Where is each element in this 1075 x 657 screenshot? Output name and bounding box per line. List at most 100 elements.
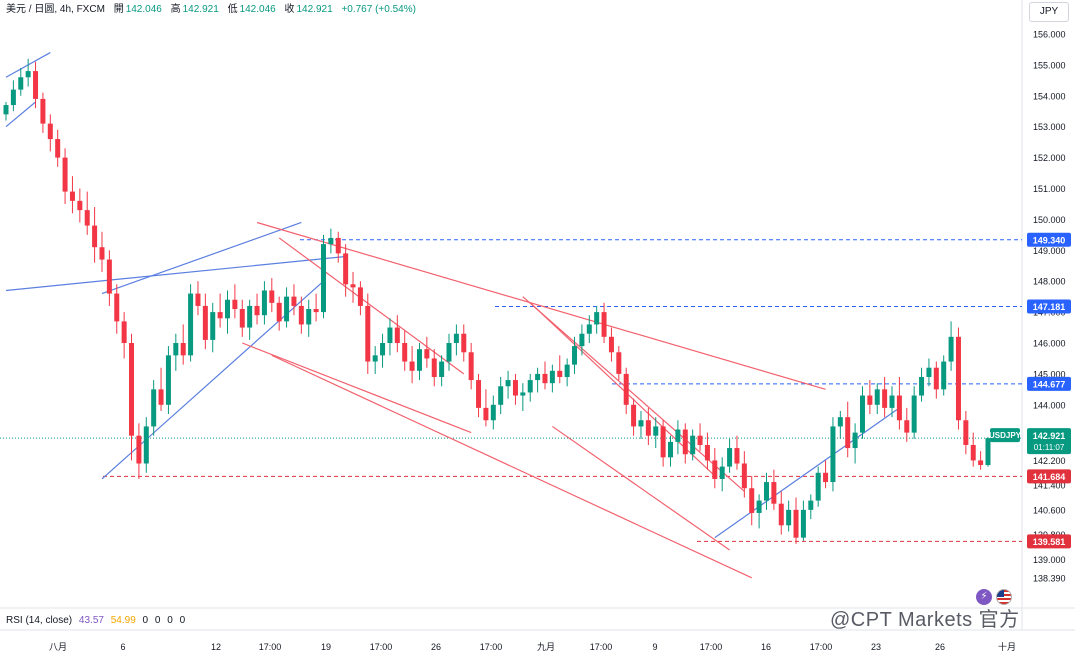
candle-body[interactable] [498,386,504,405]
candle-body[interactable] [933,367,939,390]
candle-body[interactable] [129,343,135,436]
candle-body[interactable] [579,333,585,347]
candle-body[interactable] [859,395,865,433]
candle-body[interactable] [158,389,164,405]
candle-body[interactable] [210,312,216,340]
candle-body[interactable] [416,349,422,371]
candle-body[interactable] [712,460,718,479]
candle-body[interactable] [357,287,363,306]
candle-body[interactable] [719,466,725,479]
candle-body[interactable] [926,367,932,377]
candle-body[interactable] [106,259,112,294]
candle-body[interactable] [114,293,120,322]
candle-body[interactable] [180,343,186,356]
candle-body[interactable] [188,293,194,356]
candle-body[interactable] [889,395,895,408]
candle-body[interactable] [25,71,31,78]
trendline[interactable] [552,425,730,551]
candle-body[interactable] [151,389,157,427]
candle-body[interactable] [586,324,592,334]
candle-body[interactable] [778,503,784,526]
candle-body[interactable] [490,404,496,421]
candle-body[interactable] [476,380,482,408]
lightning-icon[interactable]: ⚡ [976,589,992,605]
candle-body[interactable] [660,426,666,458]
candle-body[interactable] [261,290,267,316]
candle-body[interactable] [608,336,614,353]
candle-body[interactable] [402,343,408,362]
candle-body[interactable] [572,346,578,365]
candle-body[interactable] [756,500,762,513]
candle-body[interactable] [99,247,105,260]
candle-body[interactable] [276,302,282,322]
candle-body[interactable] [55,139,61,158]
candle-body[interactable] [535,373,541,381]
candle-body[interactable] [896,395,902,421]
candle-body[interactable] [874,389,880,405]
candle-body[interactable] [77,200,83,211]
candle-body[interactable] [84,210,90,226]
candle-body[interactable] [409,361,415,371]
candle-body[interactable] [483,407,489,421]
trendline[interactable] [714,407,900,539]
price-tag[interactable] [1027,376,1071,391]
candle-body[interactable] [320,244,326,313]
candle-body[interactable] [527,380,533,393]
candle-body[interactable] [690,435,696,455]
candle-body[interactable] [328,237,334,245]
candle-body[interactable] [121,321,127,343]
candle-body[interactable] [232,299,238,310]
candle-body[interactable] [564,364,570,377]
candle-body[interactable] [970,444,976,461]
trendline[interactable] [522,296,745,492]
candle-body[interactable] [882,389,888,408]
candle-body[interactable] [904,420,910,433]
candle-body[interactable] [225,299,231,319]
rsi-legend[interactable]: RSI (14, close) 43.57 54.99 0 0 0 0 [6,615,187,626]
candle-body[interactable] [431,358,437,377]
candle-body[interactable] [800,509,806,538]
candle-body[interactable] [505,380,511,387]
candle-body[interactable] [668,441,674,458]
candle-body[interactable] [136,435,142,464]
candle-body[interactable] [955,336,961,421]
candle-body[interactable] [948,336,954,362]
candle-body[interactable] [387,327,393,343]
candle-body[interactable] [269,290,275,303]
candle-body[interactable] [284,296,290,322]
candle-body[interactable] [350,284,356,288]
candle-body[interactable] [808,500,814,510]
candle-body[interactable] [512,380,518,396]
candle-body[interactable] [92,225,98,248]
candle-body[interactable] [47,123,53,140]
trendline[interactable] [101,221,302,295]
candle-body[interactable] [734,448,740,464]
candle-body[interactable] [468,352,474,381]
candle-body[interactable] [446,343,452,362]
candle-body[interactable] [852,432,858,449]
candle-body[interactable] [594,312,600,325]
candle-body[interactable] [143,426,149,464]
candle-body[interactable] [380,343,386,356]
candle-body[interactable] [394,327,400,343]
current-price-tag[interactable] [1027,428,1071,455]
candle-body[interactable] [549,370,555,384]
candle-body[interactable] [867,395,873,405]
candle-body[interactable] [741,463,747,489]
trendline[interactable] [278,237,465,375]
candle-body[interactable] [18,77,24,90]
candle-body[interactable] [239,309,245,328]
trendline[interactable] [242,342,472,434]
candle-body[interactable] [62,157,68,192]
candle-body[interactable] [247,305,253,328]
trendline[interactable] [5,101,36,128]
candle-body[interactable] [631,404,637,427]
candle-body[interactable] [623,373,629,405]
candle-body[interactable] [771,482,777,504]
candle-body[interactable] [911,395,917,433]
candle-body[interactable] [453,333,459,343]
candle-body[interactable] [298,305,304,325]
candle-body[interactable] [10,89,16,106]
candle-body[interactable] [69,191,75,201]
